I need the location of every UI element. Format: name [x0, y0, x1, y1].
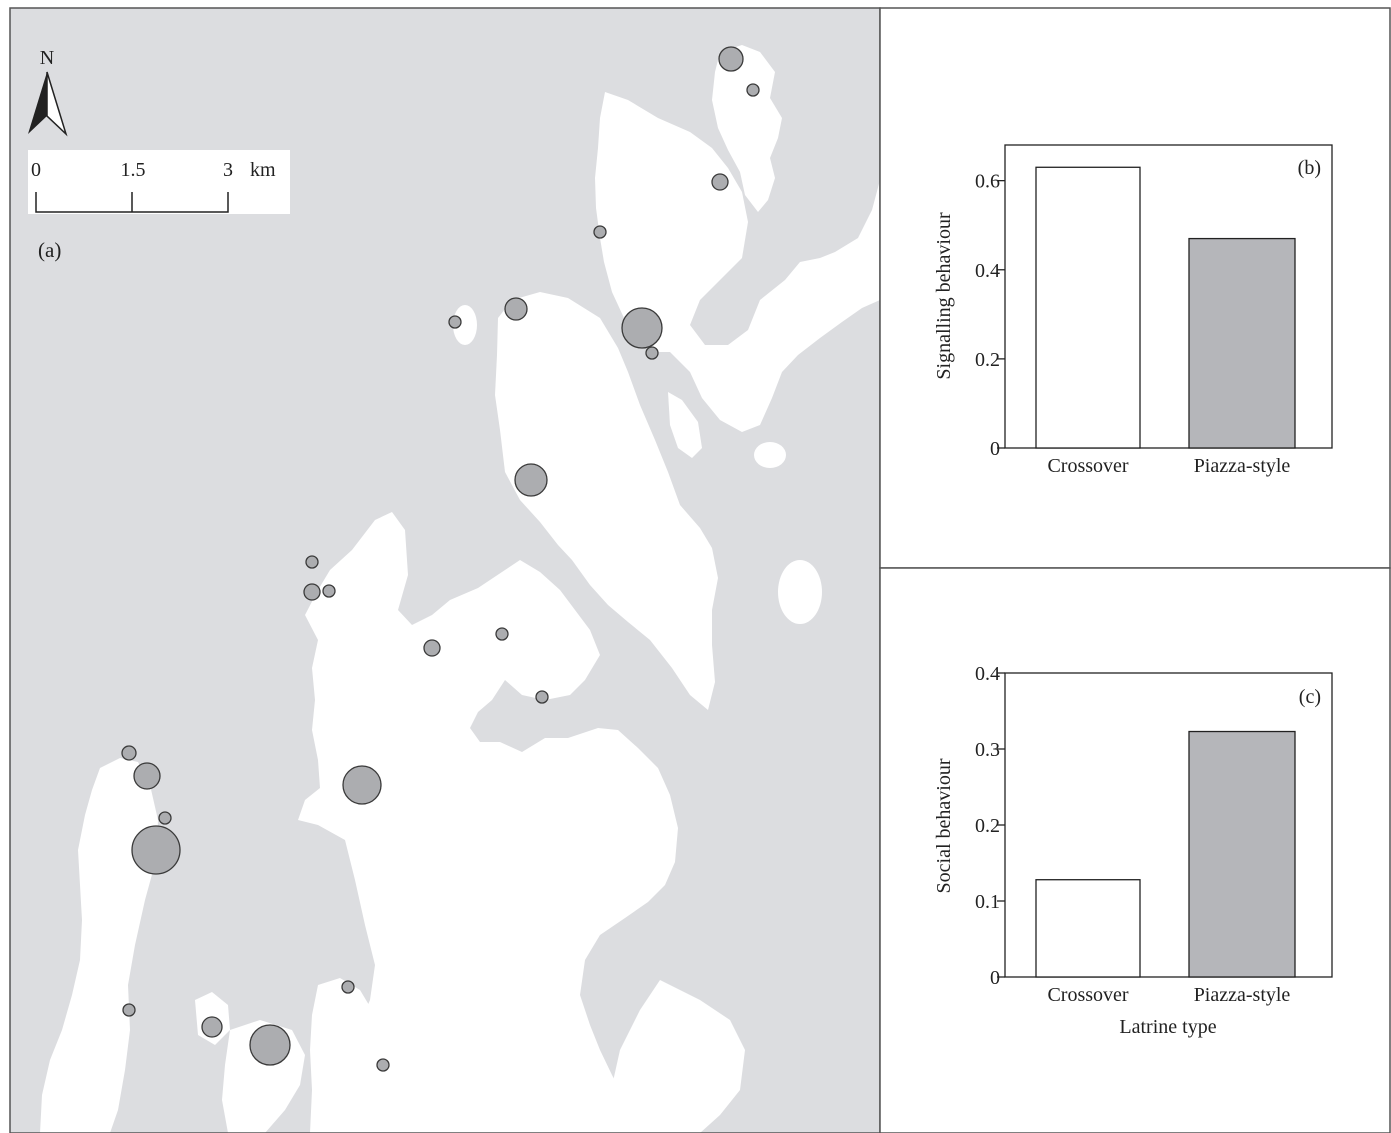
scale-tick-2: 3	[223, 159, 233, 181]
north-arrow: N	[28, 47, 68, 137]
north-label: N	[40, 47, 54, 69]
site-marker	[122, 1003, 136, 1017]
site-marker	[305, 555, 319, 569]
land-islet-2	[778, 560, 822, 624]
land-islet-1	[754, 442, 786, 468]
chart-c-bar-crossover	[1035, 879, 1141, 978]
site-marker	[535, 690, 549, 704]
chart-b: 0 0.2 0.4 0.6 Crossover Piazza-style Signal…	[933, 144, 1333, 477]
site-marker	[711, 173, 729, 191]
chart-b-panel-label: (b)	[1298, 157, 1321, 179]
chart-c-ytick-label: 0.1	[975, 891, 1000, 913]
scale-line	[35, 192, 229, 213]
chart-c-xtick-label: Crossover	[1047, 984, 1128, 1006]
site-marker	[376, 1058, 390, 1072]
chart-c-xtick-label: Piazza-style	[1194, 984, 1291, 1006]
site-marker	[718, 46, 744, 72]
site-marker	[593, 225, 607, 239]
site-marker	[121, 745, 137, 761]
scale-bar-background	[28, 150, 290, 214]
land-ne-peninsula	[595, 92, 880, 432]
land-central-mass	[298, 512, 678, 1133]
chart-c-ytick-label: 0	[990, 967, 1000, 989]
land-ne-islet	[668, 392, 702, 458]
map-land	[40, 45, 880, 1133]
chart-b-ytick-label: 0.6	[975, 171, 1000, 193]
north-arrow-icon	[28, 72, 47, 134]
land-central-island	[495, 292, 718, 710]
site-marker	[746, 83, 760, 97]
site-markers	[121, 46, 760, 1072]
site-marker	[342, 765, 382, 805]
chart-b-bar-crossover	[1035, 166, 1141, 449]
chart-b-ytick-label: 0.4	[975, 260, 1000, 282]
scale-tick-1: 1.5	[121, 159, 146, 181]
chart-c-frame	[879, 567, 1391, 1133]
chart-b-ylabel: Signalling behaviour	[933, 212, 955, 380]
chart-b-ytick-label: 0	[990, 438, 1000, 460]
chart-b-ytick-label: 0.2	[975, 349, 1000, 371]
site-marker	[621, 307, 663, 349]
chart-c-ylabel: Social behaviour	[933, 758, 955, 893]
site-marker	[423, 639, 441, 657]
scale-tick-0: 0	[31, 159, 41, 181]
chart-b-xtick-label: Crossover	[1047, 455, 1128, 477]
scale-unit: km	[250, 159, 276, 181]
site-marker	[645, 346, 659, 360]
land-top-right	[712, 45, 782, 212]
site-marker	[158, 811, 172, 825]
chart-b-bar-piazza-style	[1188, 237, 1296, 449]
land-islet-3	[453, 305, 477, 345]
map-panel-label: (a)	[38, 238, 61, 262]
chart-c-panel-label: (c)	[1299, 686, 1321, 708]
site-marker	[504, 297, 528, 321]
site-marker	[341, 980, 355, 994]
chart-c-bar-piazza-style	[1188, 730, 1296, 978]
chart-c-ytick-label: 0.4	[975, 663, 1000, 685]
chart-c: 0 0.1 0.2 0.3 0.4 Crossover Piazza-style Lat…	[933, 663, 1333, 1038]
chart-b-plot-area	[1004, 144, 1333, 449]
site-marker	[249, 1024, 291, 1066]
chart-c-ytick-label: 0.3	[975, 739, 1000, 761]
chart-c-ytick-label: 0.2	[975, 815, 1000, 837]
site-marker	[514, 463, 548, 497]
site-marker	[131, 825, 181, 875]
land-east-shore	[610, 980, 745, 1133]
site-marker	[322, 584, 336, 598]
land-sw-isle-3	[310, 978, 380, 1133]
site-marker	[133, 762, 161, 790]
site-marker	[201, 1016, 223, 1038]
land-west-island	[40, 758, 158, 1133]
map-panel: N 0 1.5 3 km (a)	[9, 7, 881, 1133]
site-marker	[303, 583, 321, 601]
site-marker	[448, 315, 462, 329]
scale-bar: 0 1.5 3 km	[28, 150, 290, 214]
site-marker	[495, 627, 509, 641]
chart-c-xlabel: Latrine type	[1119, 1016, 1216, 1038]
chart-b-xtick-label: Piazza-style	[1194, 455, 1291, 477]
